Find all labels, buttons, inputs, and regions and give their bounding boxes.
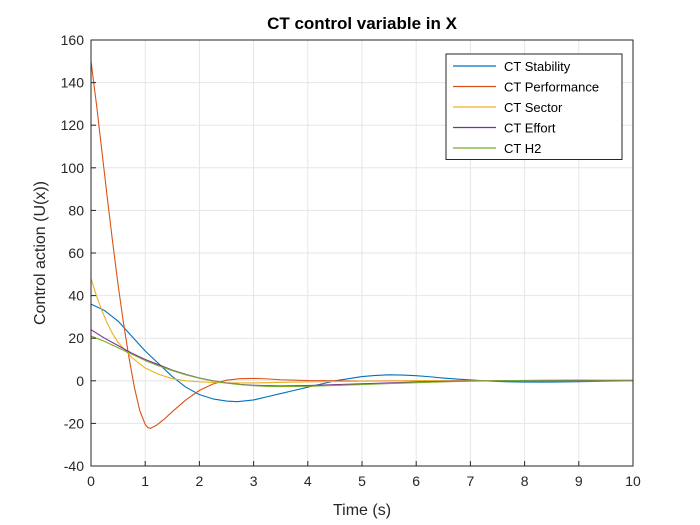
y-tick-label: -20	[64, 415, 84, 431]
y-tick-label: 80	[68, 202, 84, 218]
x-tick-label: 9	[575, 473, 583, 489]
legend-label-ct-effort: CT Effort	[504, 121, 556, 136]
y-tick-label: 60	[68, 245, 84, 261]
y-tick-label: 140	[61, 75, 85, 91]
x-tick-label: 5	[358, 473, 366, 489]
x-tick-label: 7	[467, 473, 475, 489]
series-line-ct-sector	[90, 278, 633, 384]
legend-label-ct-performance: CT Performance	[504, 80, 599, 95]
ticks: 0 1 2 3 4 5 6 7 8 9 10 -40 -20 0 20 40 60 80 100 120 140 160	[61, 32, 641, 489]
y-tick-label: 20	[68, 330, 84, 346]
y-tick-label: -40	[64, 458, 84, 474]
y-tick-label: 160	[61, 32, 85, 48]
chart-title: CT control variable in X	[267, 14, 458, 33]
x-tick-label: 2	[196, 473, 204, 489]
x-axis-label: Time (s)	[333, 502, 391, 519]
x-tick-label: 4	[304, 473, 312, 489]
legend-label-ct-stability: CT Stability	[504, 59, 571, 74]
legend-label-ct-h2: CT H2	[504, 141, 541, 156]
x-tick-label: 3	[250, 473, 258, 489]
legend: CT Stability CT Performance CT Sector CT Ef…	[445, 53, 623, 160]
series-line-ct-h2	[90, 335, 633, 388]
series-line-ct-performance	[90, 61, 633, 429]
x-tick-label: 8	[521, 473, 529, 489]
y-tick-label: 40	[68, 288, 84, 304]
y-axis-label: Control action (U(x))	[32, 181, 49, 325]
x-tick-label: 1	[141, 473, 149, 489]
y-tick-label: 0	[76, 373, 84, 389]
x-tick-label: 6	[412, 473, 420, 489]
y-tick-label: 100	[61, 160, 85, 176]
x-tick-label: 10	[625, 473, 641, 489]
series-layer	[90, 61, 634, 429]
x-tick-label: 0	[87, 473, 95, 489]
legend-label-ct-sector: CT Sector	[504, 100, 563, 115]
y-tick-label: 120	[61, 117, 85, 133]
